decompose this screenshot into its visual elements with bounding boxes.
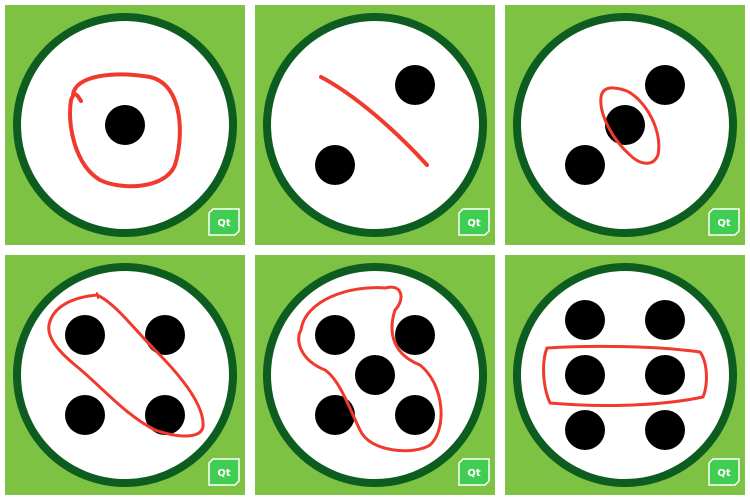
dice-pip	[315, 395, 355, 435]
dice-pip	[565, 300, 605, 340]
dice-pip	[315, 145, 355, 185]
gesture-stroke	[297, 285, 443, 453]
dice-pip	[645, 300, 685, 340]
gesture-stroke	[96, 292, 99, 299]
dice-pip	[65, 315, 105, 355]
gesture-stroke	[599, 86, 661, 165]
dice-pip	[145, 315, 185, 355]
dice-face-2: Qt	[255, 5, 495, 245]
dice-pip	[355, 355, 395, 395]
qt-logo-icon: Qt	[708, 208, 740, 236]
gesture-stroke	[68, 72, 182, 189]
dice-pip	[565, 355, 605, 395]
dice-pip	[565, 145, 605, 185]
dice-face-4: Qt	[5, 255, 245, 495]
dice-face-circle	[13, 263, 237, 487]
dice-face-5: Qt	[255, 255, 495, 495]
dice-pip	[395, 395, 435, 435]
dice-tile-5[interactable]: Qt	[255, 255, 495, 495]
svg-text:Qt: Qt	[467, 218, 481, 229]
svg-text:Qt: Qt	[217, 468, 231, 479]
svg-text:Qt: Qt	[717, 218, 731, 229]
svg-text:Qt: Qt	[217, 218, 231, 229]
dice-pip	[395, 65, 435, 105]
dice-tile-2[interactable]: Qt	[255, 5, 495, 245]
dice-pip	[645, 410, 685, 450]
gesture-stroke	[542, 344, 708, 407]
qt-logo-icon: Qt	[208, 208, 240, 236]
dice-face-1: Qt	[5, 5, 245, 245]
dice-pip	[395, 315, 435, 355]
dice-tile-3[interactable]: Qt	[505, 5, 745, 245]
dice-tile-6[interactable]: Qt	[505, 255, 745, 495]
gesture-stroke	[319, 75, 429, 167]
dice-pip	[145, 395, 185, 435]
dice-face-3: Qt	[505, 5, 745, 245]
dice-pip	[65, 395, 105, 435]
dice-face-circle	[513, 263, 737, 487]
dice-pip	[315, 315, 355, 355]
dice-face-6: Qt	[505, 255, 745, 495]
dice-pip	[645, 65, 685, 105]
dice-pip	[565, 410, 605, 450]
svg-text:Qt: Qt	[467, 468, 481, 479]
qt-logo-icon: Qt	[708, 458, 740, 486]
qt-logo-icon: Qt	[458, 458, 490, 486]
dice-face-circle	[263, 13, 487, 237]
qt-logo-icon: Qt	[208, 458, 240, 486]
dice-pip	[645, 355, 685, 395]
dice-pip	[105, 105, 145, 145]
svg-text:Qt: Qt	[717, 468, 731, 479]
dice-tile-1[interactable]: Qt	[5, 5, 245, 245]
qt-logo-icon: Qt	[458, 208, 490, 236]
dice-pip	[605, 105, 645, 145]
dice-tile-4[interactable]: Qt	[5, 255, 245, 495]
